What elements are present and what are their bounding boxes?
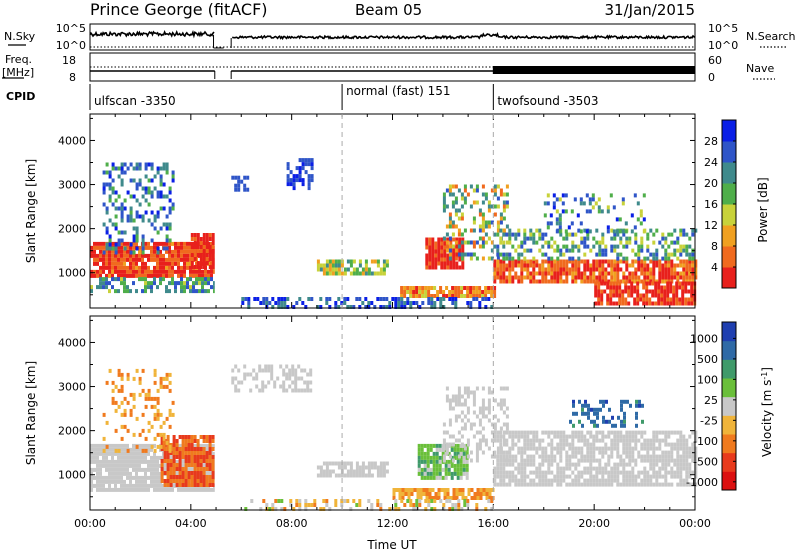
cpid-label: CPID (6, 90, 35, 103)
x-tick-label: 12:00 (377, 517, 409, 530)
colorbar-swatch (722, 162, 736, 184)
station-title: Prince George (fitACF) (90, 0, 268, 19)
freq-tick-top: 18 (62, 54, 76, 67)
colorbar-swatch (722, 120, 736, 142)
colorbar-tick-label: 4 (711, 261, 718, 274)
nave-label: Nave (746, 62, 774, 75)
colorbar-tick-label: -100 (693, 435, 718, 448)
colorbar-tick-label: 1000 (690, 332, 718, 345)
noise-tick-bottom-right: 10^0 (708, 39, 738, 52)
colorbar-tick-label: 12 (704, 219, 718, 232)
cpid-strip: CPID ulfscan -3350 normal (fast) 151 twofs… (6, 84, 599, 110)
beam-title: Beam 05 (355, 1, 422, 19)
colorbar-swatch (722, 340, 736, 360)
colorbar-tick-label: -500 (693, 455, 718, 468)
velocity-xlabel: Time UT (366, 538, 417, 552)
cpid-segment: twofsound -3503 (492, 84, 599, 110)
velocity-panel: 1000 2000 3000 4000 Slant Range [km] 00:00 0… (24, 315, 774, 552)
colorbar-tick-label: 28 (704, 135, 718, 148)
freq-unit-label: [MHz] (2, 66, 34, 79)
colorbar-swatch (722, 225, 736, 247)
freq-label: Freq. (5, 53, 32, 66)
y-tick-label: 3000 (58, 179, 86, 192)
nave-tick-bottom: 0 (708, 71, 715, 84)
colorbar-swatch (722, 322, 736, 342)
y-tick-label: 4000 (58, 336, 86, 349)
y-tick-label: 4000 (58, 134, 86, 147)
cpid-segment-label: twofsound -3503 (497, 94, 598, 108)
nsky-label: N.Sky (4, 30, 36, 43)
y-tick-label: 2000 (58, 223, 86, 236)
cpid-segment: normal (fast) 151 (341, 84, 451, 110)
colorbar-swatch (722, 378, 736, 398)
nsearch-label: N.Search (746, 30, 796, 43)
power-ylabel: Slant Range [km] (24, 159, 38, 263)
colorbar-tick-label: -1000 (686, 476, 718, 489)
x-tick-label: 08:00 (276, 517, 308, 530)
colorbar-swatch (722, 246, 736, 268)
cpid-segment: ulfscan -3350 (89, 84, 176, 110)
freq-strip: Freq. [MHz] 18 8 60 0 Nave (2, 52, 775, 84)
colorbar-tick-label: 24 (704, 156, 718, 169)
colorbar-swatch (722, 359, 736, 379)
colorbar-swatch (722, 396, 736, 416)
colorbar-tick-label: 16 (704, 198, 718, 211)
colorbar-swatch (722, 434, 736, 454)
y-tick-label: 2000 (58, 425, 86, 438)
noise-tick-bottom-left: 10^0 (56, 39, 86, 52)
x-tick-label: 04:00 (175, 517, 207, 530)
noise-strip: N.Sky 10^5 10^0 10^5 10^0 N.Search (4, 22, 796, 52)
colorbar-swatch (722, 452, 736, 472)
x-tick-label: 00:00 (679, 517, 711, 530)
power-colorbar-label: Power [dB] (756, 177, 770, 242)
velocity-ylabel: Slant Range [km] (24, 361, 38, 465)
power-panel: 1000 2000 3000 4000 Slant Range [km] 28 24 20… (24, 113, 770, 309)
colorbar-tick-label: 100 (697, 373, 718, 386)
y-tick-label: 1000 (58, 469, 86, 482)
cpid-segment-label: normal (fast) 151 (346, 84, 450, 98)
x-tick-label: 16:00 (477, 517, 509, 530)
noise-tick-top-right: 10^5 (708, 22, 738, 35)
colorbar-tick-label: 500 (697, 353, 718, 366)
colorbar-swatch (722, 141, 736, 163)
y-tick-label: 3000 (58, 381, 86, 394)
noise-tick-top-left: 10^5 (56, 22, 86, 35)
cpid-segment-label: ulfscan -3350 (94, 94, 176, 108)
colorbar-swatch (722, 267, 736, 289)
nave-tick-top: 60 (708, 54, 722, 67)
colorbar-tick-label: 25 (704, 394, 718, 407)
colorbar-swatch (722, 415, 736, 435)
colorbar-swatch (722, 183, 736, 205)
freq-tick-bottom: 8 (69, 71, 76, 84)
colorbar-swatch (722, 471, 736, 491)
colorbar-tick-label: 20 (704, 177, 718, 190)
colorbar-tick-label: 8 (711, 240, 718, 253)
colorbar-tick-label: -25 (700, 414, 718, 427)
velocity-colorbar-label: Velocity [m s-1] (760, 367, 774, 457)
date-title: 31/Jan/2015 (605, 1, 696, 19)
x-tick-label: 20:00 (578, 517, 610, 530)
colorbar-swatch (722, 204, 736, 226)
y-tick-label: 1000 (58, 267, 86, 280)
x-tick-label: 00:00 (74, 517, 106, 530)
